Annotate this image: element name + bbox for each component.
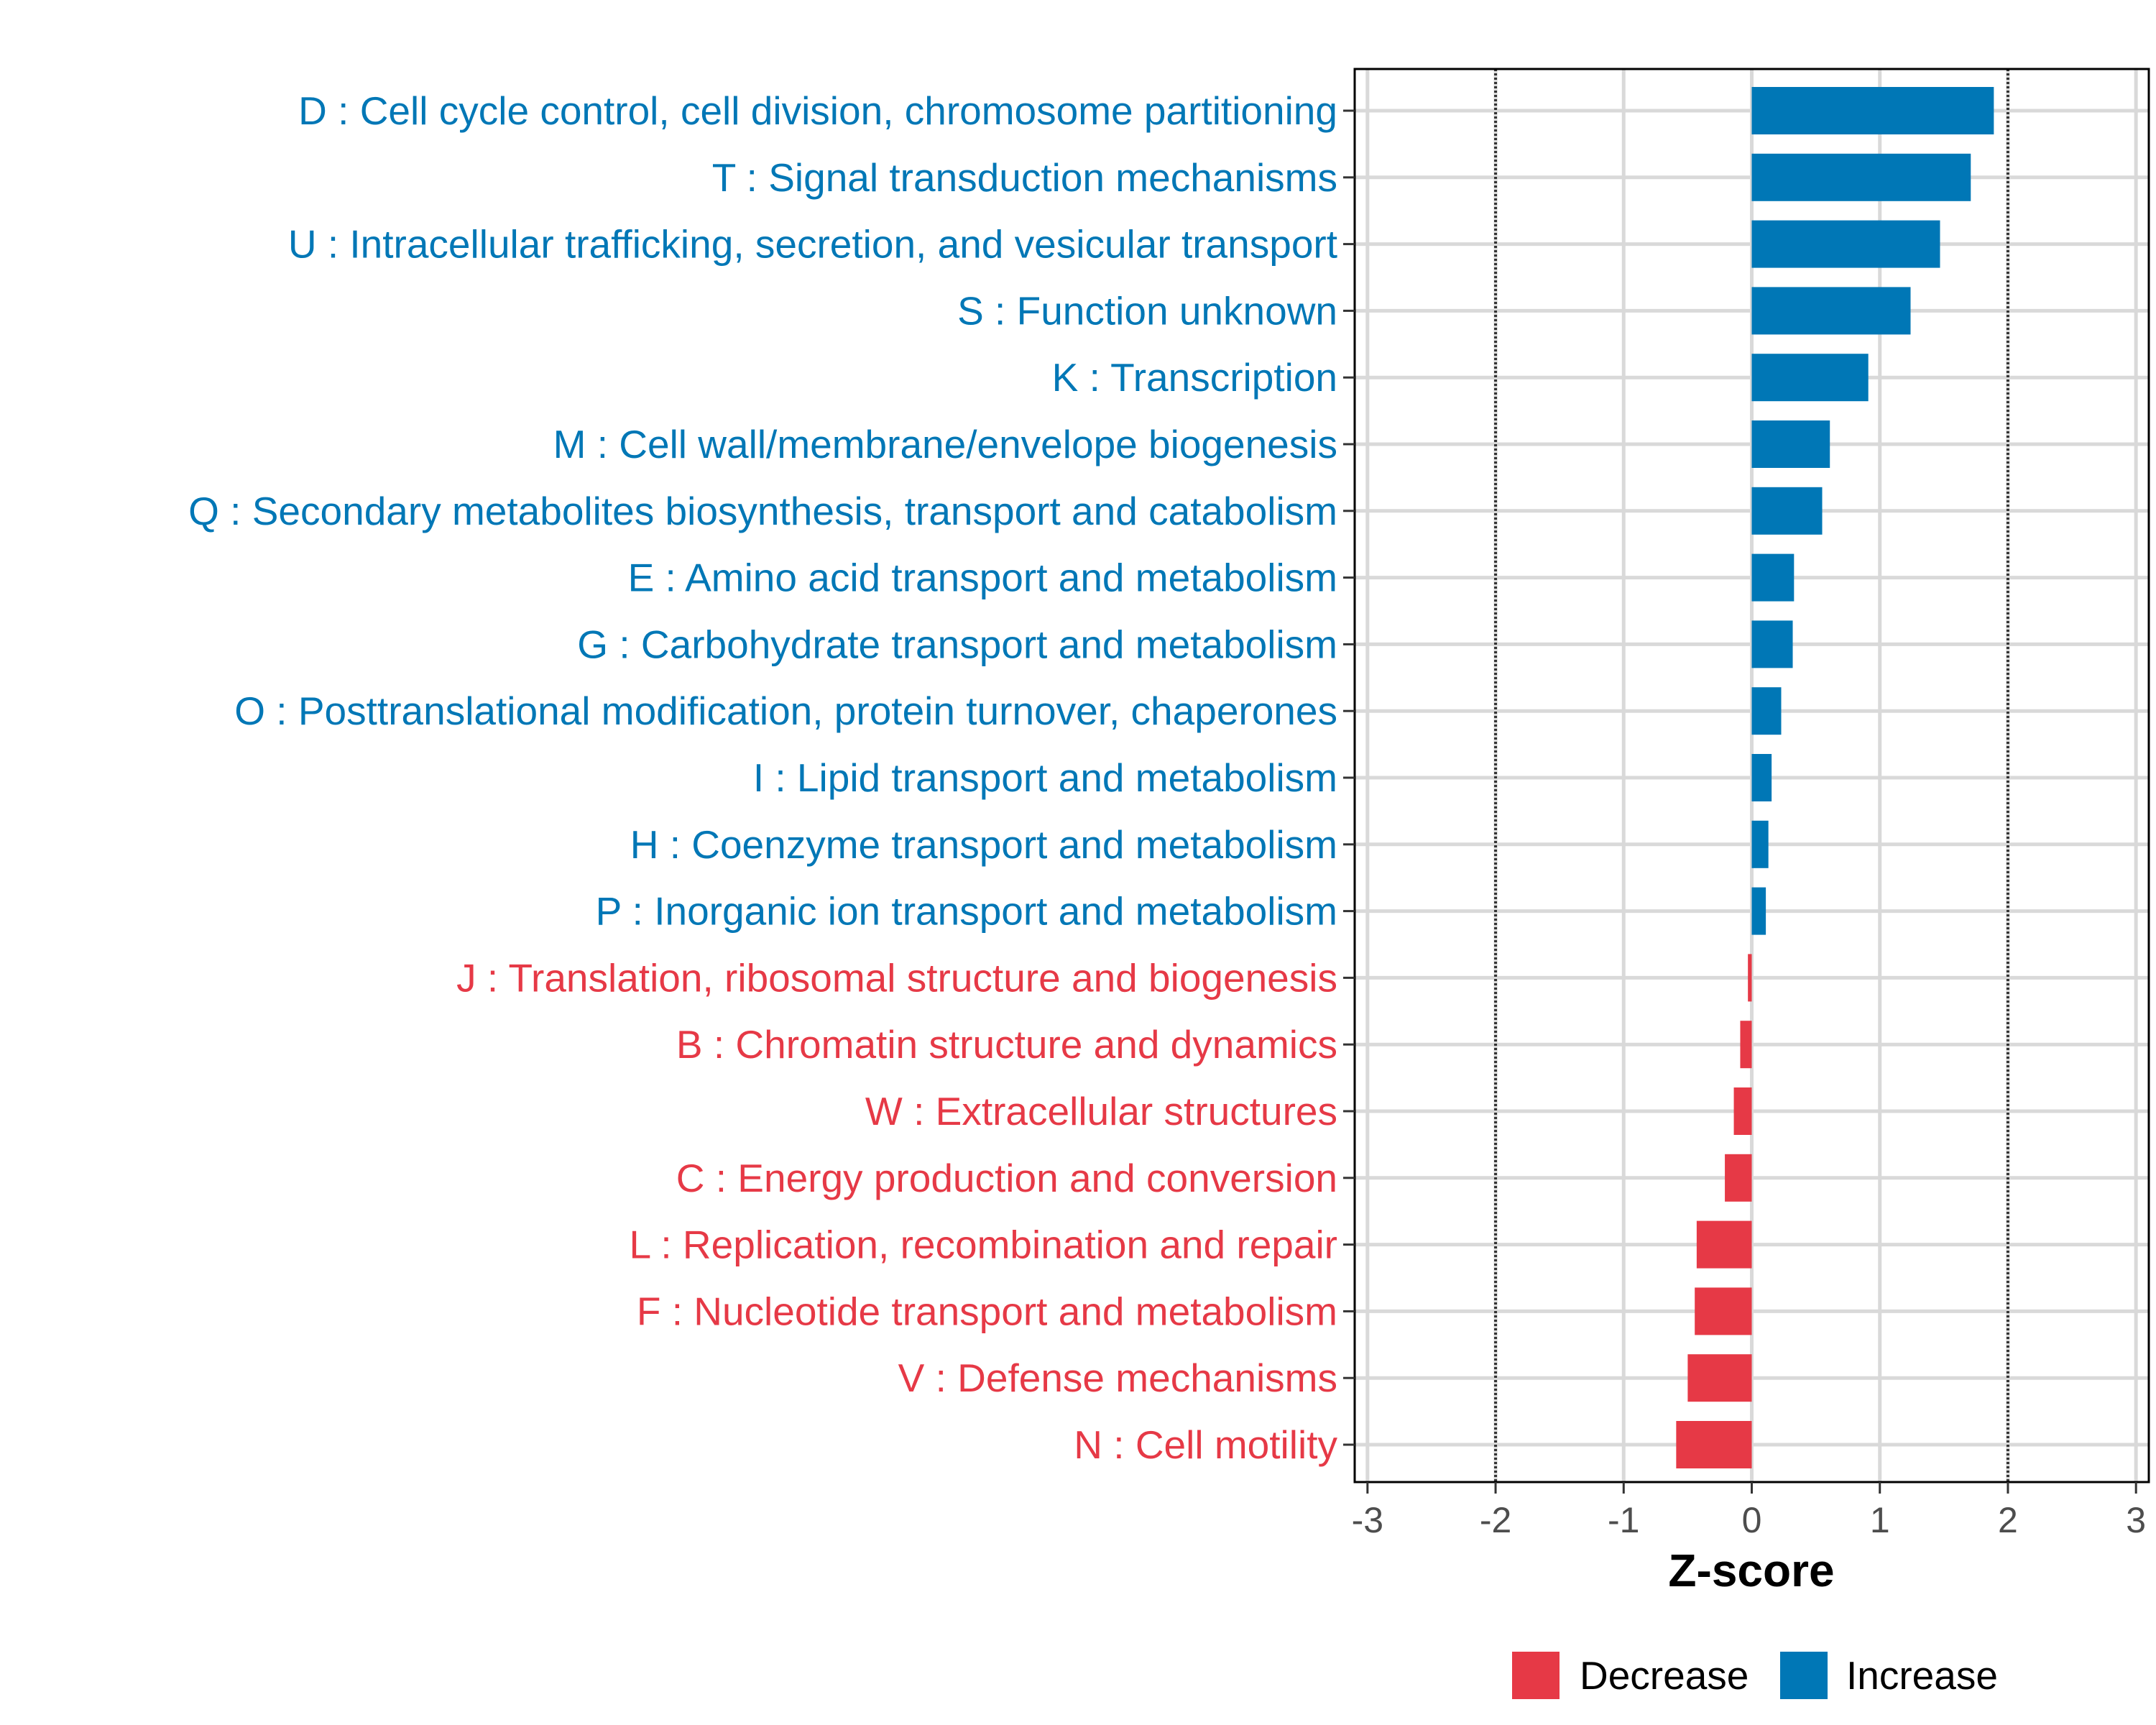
- bar: [1751, 354, 1869, 402]
- x-axis-ticks: -3 -2 -1 0 1 2 3: [1352, 1482, 2146, 1540]
- bar: [1740, 1021, 1752, 1069]
- x-tick-label: -1: [1608, 1500, 1639, 1540]
- bar: [1696, 1220, 1752, 1269]
- category-label: F : Nucleotide transport and metabolism: [637, 1289, 1337, 1333]
- x-axis-title: Z-score: [1668, 1545, 1834, 1596]
- category-label: N : Cell motility: [1074, 1422, 1337, 1467]
- category-label: W : Extracellular structures: [865, 1089, 1337, 1133]
- bar: [1751, 220, 1940, 268]
- category-label: J : Translation, ribosomal structure and…: [456, 955, 1337, 1000]
- category-label: C : Energy production and conversion: [676, 1156, 1337, 1200]
- bar: [1751, 820, 1769, 868]
- x-tick-label: 3: [2126, 1500, 2146, 1540]
- bar: [1751, 620, 1793, 668]
- x-tick-label: 0: [1742, 1500, 1762, 1540]
- legend: Decrease Increase: [1512, 1652, 1998, 1699]
- category-label: T : Signal transduction mechanisms: [712, 155, 1337, 200]
- bar: [1695, 1287, 1752, 1335]
- bar: [1751, 887, 1766, 935]
- category-label: D : Cell cycle control, cell division, c…: [298, 88, 1337, 133]
- legend-label-increase: Increase: [1846, 1653, 1998, 1698]
- category-label: U : Intracellular trafficking, secretion…: [288, 222, 1337, 267]
- bar: [1751, 87, 1994, 134]
- category-label: S : Function unknown: [957, 288, 1337, 333]
- bars: [1676, 87, 1994, 1468]
- category-label: H : Coenzyme transport and metabolism: [630, 822, 1337, 867]
- category-label: L : Replication, recombination and repai…: [630, 1223, 1337, 1267]
- bar: [1725, 1154, 1752, 1202]
- x-tick-label: -2: [1480, 1500, 1511, 1540]
- bar: [1751, 754, 1772, 801]
- bar: [1751, 420, 1830, 468]
- bar: [1751, 553, 1795, 602]
- bar: [1751, 487, 1823, 535]
- category-label: I : Lipid transport and metabolism: [753, 755, 1337, 800]
- category-label: Q : Secondary metabolites biosynthesis, …: [188, 489, 1337, 533]
- legend-swatch-increase: [1780, 1652, 1828, 1699]
- bar: [1687, 1354, 1752, 1402]
- category-label: O : Posttranslational modification, prot…: [234, 689, 1337, 733]
- bar: [1748, 954, 1752, 1002]
- x-tick-label: 1: [1870, 1500, 1890, 1540]
- legend-label-decrease: Decrease: [1580, 1653, 1749, 1698]
- category-label: P : Inorganic ion transport and metaboli…: [596, 889, 1337, 934]
- category-label: E : Amino acid transport and metabolism: [628, 556, 1337, 600]
- x-tick-label: 2: [1998, 1500, 2018, 1540]
- y-axis-labels: D : Cell cycle control, cell division, c…: [188, 88, 1355, 1467]
- bar: [1733, 1087, 1752, 1135]
- category-label: K : Transcription: [1052, 355, 1337, 400]
- bar: [1751, 687, 1782, 735]
- bar: [1751, 153, 1971, 201]
- category-label: G : Carbohydrate transport and metabolis…: [577, 622, 1337, 666]
- x-tick-label: -3: [1352, 1500, 1383, 1540]
- bar: [1751, 287, 1911, 335]
- category-label: B : Chromatin structure and dynamics: [676, 1022, 1337, 1067]
- legend-swatch-decrease: [1512, 1652, 1560, 1699]
- bar: [1676, 1421, 1752, 1468]
- category-label: V : Defense mechanisms: [898, 1356, 1337, 1400]
- category-label: M : Cell wall/membrane/envelope biogenes…: [553, 422, 1337, 466]
